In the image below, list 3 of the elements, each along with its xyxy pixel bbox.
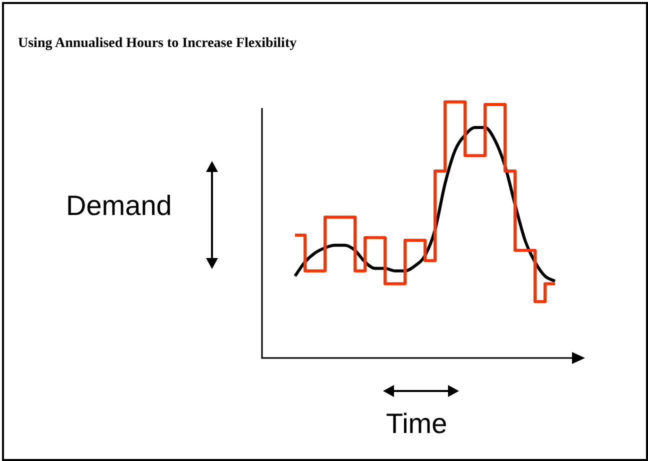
x-axis-title: Time [386,408,448,440]
y-axis-title: Demand [66,190,172,222]
text: Using Annualised Hours to Increase Flexibility [18,36,297,52]
